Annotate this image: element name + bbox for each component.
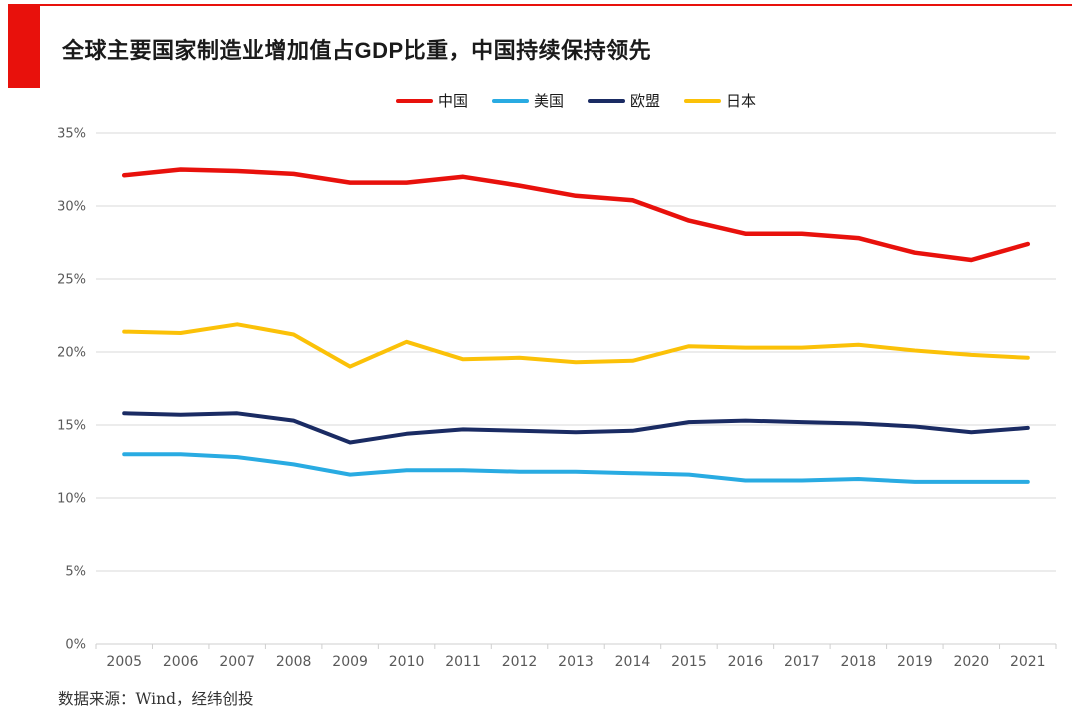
y-axis-tick-label: 0% [65,638,86,653]
legend-item-eu: 欧盟 [588,94,660,109]
chart-legend: 中国 美国 欧盟 日本 [96,91,1056,111]
series-line-japan [122,322,1030,369]
x-axis-tick-label: 2020 [953,654,989,670]
x-axis-tick-label: 2010 [389,654,425,670]
x-axis-tick-label: 2008 [276,654,312,670]
legend-label-usa: 美国 [533,92,564,110]
x-axis-tick-label: 2013 [558,654,594,670]
data-source-note: 数据来源：Wind，经纬创投 [58,690,254,708]
legend-label-china: 中国 [437,92,468,110]
x-axis-tick-label: 2021 [1010,654,1046,670]
x-axis-tick-label: 2006 [163,654,199,670]
y-axis-tick-label: 10% [57,492,86,507]
series-line-eu [122,411,1030,445]
legend-item-china: 中国 [395,92,468,110]
legend-swatch-japan [684,99,722,103]
y-axis-tick-label: 5% [65,565,86,580]
legend-item-usa: 美国 [491,92,564,110]
y-axis-tick-label: 15% [57,419,86,434]
series-line-usa [122,452,1030,484]
top-accent-rule [8,4,1072,6]
y-axis-tick-label: 35% [57,127,86,142]
x-axis-tick-label: 2016 [728,654,764,670]
legend-item-japan: 日本 [684,94,756,109]
x-axis-tick-label: 2015 [671,654,707,670]
x-axis-tick-label: 2019 [897,654,933,670]
red-accent-block [8,5,40,88]
legend-label-eu: 欧盟 [630,92,661,110]
legend-swatch-china [395,99,433,103]
x-axis-tick-label: 2011 [445,654,481,670]
legend-swatch-usa [491,99,529,103]
x-axis-tick-label: 2017 [784,654,820,670]
x-axis-tick-label: 2012 [502,654,538,670]
legend-label-japan: 日本 [726,92,757,110]
y-axis-tick-label: 25% [57,273,86,288]
y-axis-tick-label: 20% [57,346,86,361]
legend-swatch-eu [588,99,625,103]
x-axis-tick-label: 2007 [219,654,255,670]
x-axis-tick-label: 2005 [106,654,142,670]
x-axis-tick-label: 2009 [332,654,368,670]
y-axis-tick-label: 30% [57,200,86,215]
x-axis-tick-label: 2018 [841,654,877,670]
series-line-china [121,167,1031,263]
chart-title: 全球主要国家制造业增加值占GDP比重，中国持续保持领先 [62,38,652,63]
x-axis-tick-label: 2014 [615,654,651,670]
